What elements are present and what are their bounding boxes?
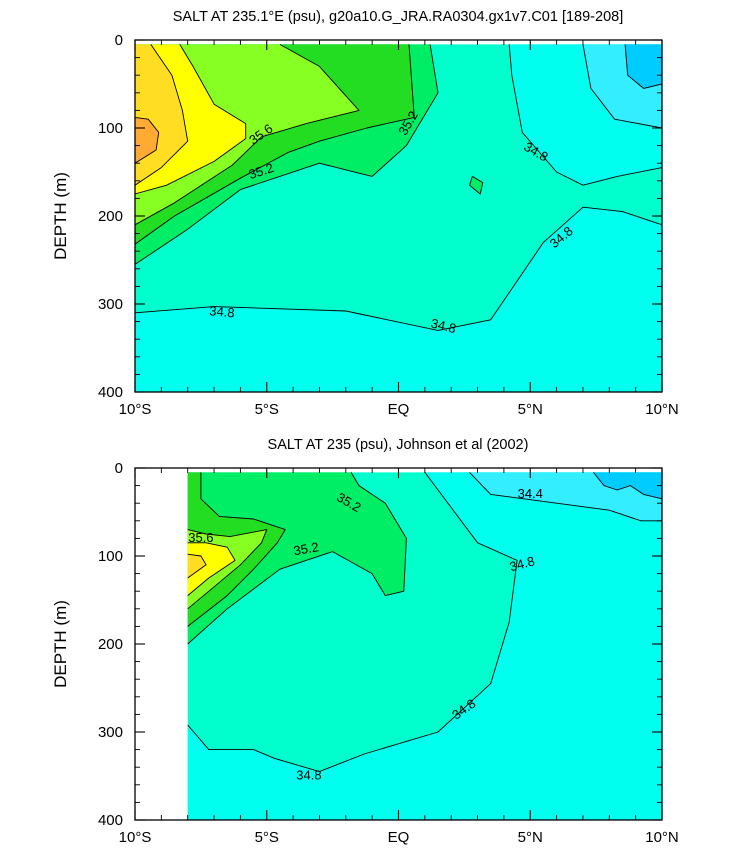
salinity-band	[135, 207, 662, 392]
y-tick-label: 400	[98, 812, 123, 829]
contour-lines	[135, 44, 662, 331]
contour-label: 35.2	[292, 539, 320, 558]
y-tick-label: 300	[98, 724, 123, 741]
salinity-fills	[187, 472, 662, 820]
contour-line	[135, 44, 189, 186]
panel-model: 34.834.834.834.835.235.635.2 10°S 5°S EQ 5°…	[51, 9, 679, 418]
chart-title: SALT AT 235 (psu), Johnson et al (2002)	[268, 437, 529, 453]
axis-ticks: 10°S 5°S EQ 5°N 10°N 0 100 200 300 400	[98, 460, 679, 846]
contour-line	[187, 472, 286, 627]
x-tick-label: EQ	[388, 401, 410, 418]
panel-observed: 35.2 34.435.635.234.834.834.8 10°S 5°S EQ 5°…	[51, 437, 679, 846]
x-tick-label: 10°S	[119, 401, 152, 418]
contour-line	[187, 472, 407, 645]
contour-label: 35.6	[188, 530, 213, 545]
x-tick-label: 10°N	[645, 401, 679, 418]
y-axis-title: DEPTH (m)	[51, 172, 70, 260]
x-tick-label: 10°S	[119, 829, 152, 846]
x-tick-label: 5°S	[255, 829, 279, 846]
contour-line	[135, 44, 247, 195]
x-tick-label: 5°N	[518, 829, 543, 846]
x-tick-label: 5°S	[255, 401, 279, 418]
chart-title: SALT AT 235.1°E (psu), g20a10.G_JRA.RA03…	[173, 9, 623, 25]
contour-label: 34.8	[209, 303, 236, 320]
y-axis-title: DEPTH (m)	[51, 600, 70, 688]
y-tick-label: 400	[98, 384, 123, 401]
contour-labels: 34.834.834.834.835.235.635.2	[209, 108, 576, 336]
contour-line	[187, 472, 518, 773]
contour-line	[135, 116, 160, 164]
contour-line	[582, 44, 662, 129]
contour-line	[187, 553, 207, 579]
contour-line	[135, 44, 360, 226]
contour-label: 35.2	[247, 160, 276, 182]
contour-lines	[187, 472, 662, 773]
contour-label: 34.8	[508, 553, 536, 574]
x-tick-label: EQ	[388, 829, 410, 846]
contour-label: 34.8	[429, 316, 457, 337]
y-tick-label: 0	[115, 32, 123, 49]
contour-line	[593, 472, 662, 500]
y-tick-label: 100	[98, 548, 123, 565]
contour-line	[508, 44, 662, 186]
y-tick-label: 200	[98, 208, 123, 225]
salinity-band	[593, 472, 662, 499]
salinity-band	[625, 44, 662, 89]
contour-line	[135, 44, 439, 265]
y-tick-label: 200	[98, 636, 123, 653]
x-tick-label: 10°N	[645, 829, 679, 846]
salinity-band	[187, 554, 207, 578]
contour-line	[469, 472, 662, 522]
salinity-band	[187, 472, 662, 820]
contour-line	[187, 542, 236, 596]
contour-line	[624, 44, 662, 89]
x-tick-label: 5°N	[518, 401, 543, 418]
y-tick-label: 300	[98, 296, 123, 313]
y-tick-label: 0	[115, 460, 123, 477]
axis-ticks: 10°S 5°S EQ 5°N 10°N 0 100 200 300 400	[98, 32, 679, 418]
y-tick-label: 100	[98, 120, 123, 137]
salinity-band	[187, 472, 407, 644]
contour-line	[135, 206, 662, 331]
contour-label: 34.8	[296, 767, 321, 782]
contour-line	[469, 176, 484, 195]
salinity-fills	[135, 44, 662, 392]
contour-label: 34.4	[518, 486, 543, 501]
contour-line	[187, 529, 268, 610]
contour-line	[135, 44, 415, 245]
